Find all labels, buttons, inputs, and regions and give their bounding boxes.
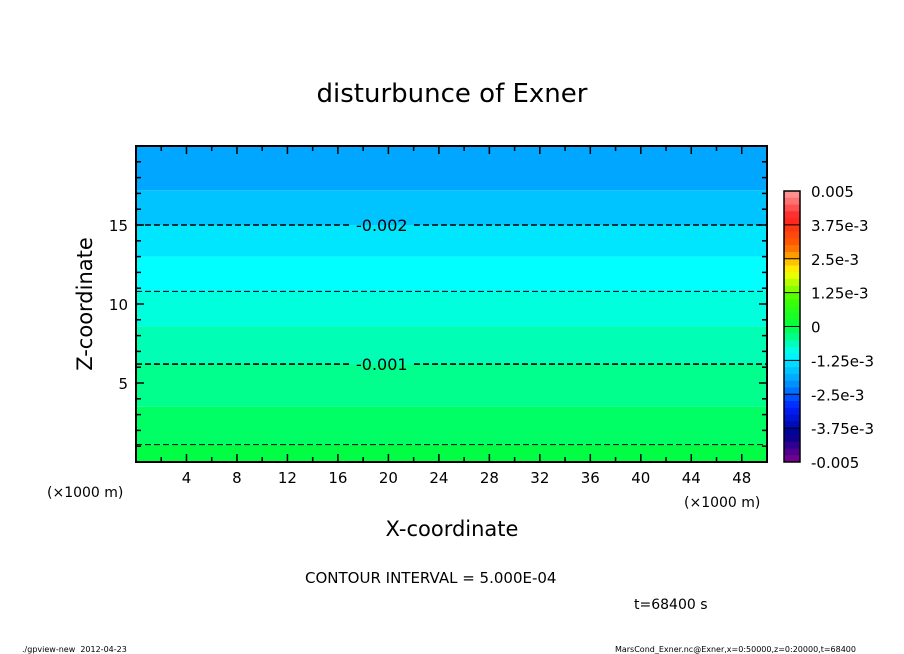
- colorbar-cell: [784, 197, 800, 206]
- fill-band: [136, 444, 767, 462]
- colorbar-label: 1.25e-3: [811, 285, 869, 303]
- colorbar-cell: [784, 407, 800, 416]
- fill-band: [136, 406, 767, 445]
- x-tick-label: 48: [732, 469, 751, 487]
- x-tick-label: 4: [182, 469, 192, 487]
- colorbar-label: 0.005: [811, 183, 854, 201]
- footer-right: MarsCond_Exner.nc@Exner,x=0:50000,z=0:20…: [615, 645, 856, 654]
- colorbar: 0.005 3.75e-3 2.5e-3 1.25e-3 0 -1.25e-3 -2.5e-…: [783, 183, 874, 472]
- colorbar-cell: [784, 380, 800, 388]
- colorbar-cell: [784, 211, 800, 219]
- colorbar-cell: [784, 306, 800, 314]
- colorbar-cell: [784, 231, 800, 239]
- colorbar-cell: [784, 238, 800, 246]
- fill-band: [136, 256, 767, 292]
- colorbar-cell: [784, 367, 800, 375]
- contour-label: -0.002: [356, 216, 408, 235]
- fill-band: [136, 291, 767, 327]
- colorbar-cell: [784, 299, 800, 307]
- contour-lines: -0.001 -0.002: [136, 216, 767, 446]
- colorbar-cell: [784, 434, 800, 443]
- colorbar-cell: [784, 251, 800, 260]
- colorbar-cell: [784, 360, 800, 368]
- colorbar-cell: [784, 312, 800, 321]
- footer-left: ./gpview-new 2012-04-23: [22, 645, 127, 654]
- x-tick-label: 16: [328, 469, 347, 487]
- colorbar-label: -1.25e-3: [811, 352, 874, 370]
- colorbar-cell: [784, 455, 800, 463]
- colorbar-cell: [784, 191, 800, 199]
- fill-bands: [136, 146, 767, 462]
- colorbar-cell: [784, 319, 800, 327]
- colorbar-cell: [784, 394, 800, 402]
- colorbar-frame: [783, 190, 801, 463]
- colorbar-label: 2.5e-3: [811, 251, 859, 269]
- colorbar-cell: [784, 428, 800, 436]
- y-unit-label: (×1000 m): [47, 485, 123, 501]
- colorbar-cell: [784, 292, 800, 300]
- colorbar-cell: [784, 421, 800, 429]
- colorbar-cell: [784, 272, 800, 280]
- colorbar-label: -3.75e-3: [811, 420, 874, 438]
- x-tick-label: 28: [480, 469, 499, 487]
- x-tick-label: 24: [429, 469, 448, 487]
- fill-band: [136, 326, 767, 365]
- colorbar-cell: [784, 448, 800, 456]
- colorbar-label: -2.5e-3: [811, 386, 864, 404]
- colorbar-cell: [784, 387, 800, 395]
- colorbar-cell: [784, 340, 800, 348]
- colorbar-cell: [784, 258, 800, 267]
- y-tick-label: 10: [109, 296, 128, 314]
- x-tick-label: 8: [232, 469, 242, 487]
- fill-band: [136, 190, 767, 225]
- contour-label: -0.001: [356, 355, 408, 374]
- x-tick-label: 32: [530, 469, 549, 487]
- y-tick-label: 5: [118, 375, 128, 393]
- colorbar-cell: [784, 326, 800, 334]
- colorbar-cell: [784, 279, 800, 287]
- colorbar-cell: [784, 204, 800, 212]
- x-tick-label: 36: [581, 469, 600, 487]
- colorbar-cell: [784, 441, 800, 449]
- x-unit-label: (×1000 m): [684, 495, 760, 511]
- colorbar-cell: [784, 265, 800, 273]
- colorbar-cell: [784, 218, 800, 226]
- x-tick-label: 20: [379, 469, 398, 487]
- time-label: t=68400 s: [634, 597, 708, 613]
- contour-interval: CONTOUR INTERVAL = 5.000E-04: [305, 569, 556, 587]
- colorbar-cell: [784, 285, 800, 294]
- colorbar-cell: [784, 346, 800, 355]
- x-tick-label: 12: [278, 469, 297, 487]
- colorbar-cell: [784, 245, 800, 253]
- y-tick-label: 15: [109, 217, 128, 235]
- fill-band: [136, 225, 767, 257]
- colorbar-cell: [784, 224, 800, 233]
- fill-band: [136, 146, 767, 191]
- colorbar-label: 0: [811, 319, 821, 337]
- colorbar-cell: [784, 401, 800, 409]
- x-tick-label: 44: [682, 469, 701, 487]
- colorbar-cell: [784, 373, 800, 382]
- chart-title: disturbunce of Exner: [317, 79, 588, 109]
- x-axis-label: X-coordinate: [386, 517, 519, 541]
- colorbar-cell: [784, 333, 800, 341]
- fill-band: [136, 364, 767, 407]
- colorbar-label: 3.75e-3: [811, 217, 869, 235]
- colorbar-cell: [784, 414, 800, 422]
- x-tick-label: 40: [631, 469, 650, 487]
- colorbar-label: -0.005: [811, 454, 859, 472]
- y-axis-label: Z-coordinate: [73, 237, 97, 371]
- colorbar-cell: [784, 353, 800, 361]
